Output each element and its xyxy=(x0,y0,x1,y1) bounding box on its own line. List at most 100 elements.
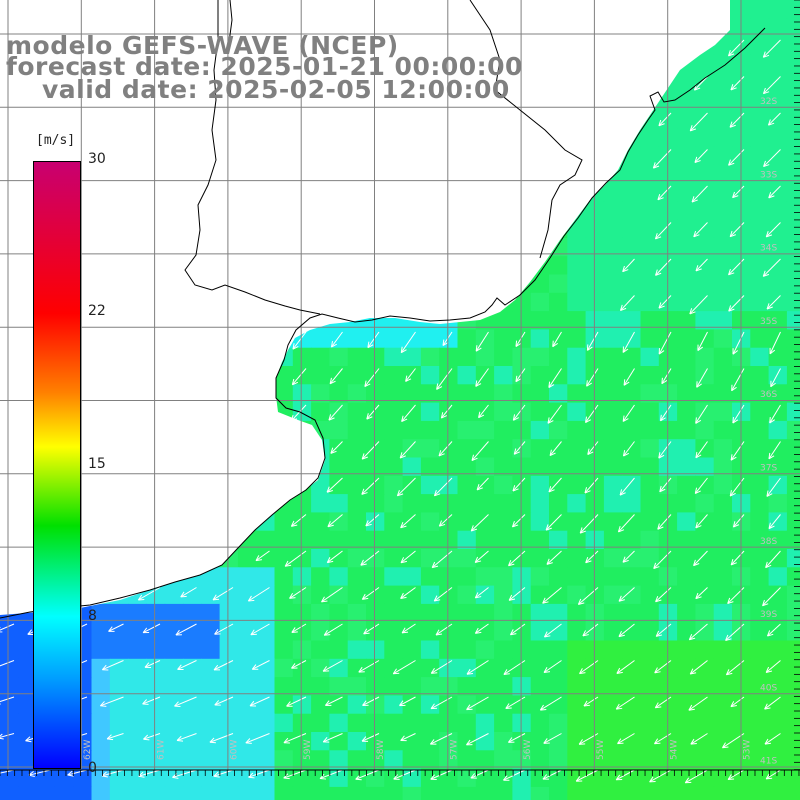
speed-cell xyxy=(366,530,385,550)
speed-cell xyxy=(420,603,440,623)
wind-arrow xyxy=(508,550,526,567)
speed-cell xyxy=(530,603,550,623)
wind-arrow xyxy=(399,441,416,459)
speed-cell xyxy=(622,622,641,641)
wind-arrow xyxy=(321,587,343,603)
speed-cell xyxy=(585,530,605,550)
speed-cell xyxy=(585,457,605,477)
speed-cell xyxy=(622,695,641,715)
speed-cell xyxy=(219,713,239,733)
wind-arrow xyxy=(689,295,708,315)
speed-cell xyxy=(164,585,184,605)
speed-cell xyxy=(457,457,477,477)
speed-cell xyxy=(347,366,367,385)
speed-cell xyxy=(457,732,477,751)
speed-cell xyxy=(384,603,404,623)
wind-arrow xyxy=(545,514,562,531)
speed-cell xyxy=(128,677,147,696)
wind-arrow xyxy=(694,477,708,494)
speed-cell xyxy=(695,183,715,202)
speed-cell xyxy=(603,549,623,568)
speed-cell xyxy=(347,622,367,641)
speed-cell xyxy=(201,768,221,788)
speed-cell xyxy=(713,73,733,92)
wind-arrow xyxy=(248,769,270,779)
speed-cell xyxy=(567,750,587,770)
wind-arrow xyxy=(326,477,343,493)
speed-cell xyxy=(146,622,166,641)
speed-cell xyxy=(329,457,349,477)
speed-cell xyxy=(73,622,92,641)
speed-cell xyxy=(530,274,550,294)
wind-arrow xyxy=(405,368,416,382)
speed-cell xyxy=(347,713,367,733)
wind-arrow xyxy=(474,623,489,634)
speed-cell xyxy=(512,549,532,568)
wind-arrow xyxy=(542,587,562,604)
wind-arrow xyxy=(693,222,708,238)
speed-cell xyxy=(201,677,221,696)
wind-arrow xyxy=(249,514,270,531)
wind-arrow xyxy=(430,660,453,674)
speed-cell xyxy=(677,91,696,111)
speed-cell xyxy=(695,494,715,513)
speed-cell xyxy=(164,713,184,733)
speed-cell xyxy=(768,622,788,641)
wind-arrow xyxy=(619,295,635,312)
speed-cell xyxy=(475,402,495,422)
speed-cell xyxy=(786,640,800,660)
speed-cell xyxy=(786,402,800,422)
speed-cell xyxy=(457,366,477,385)
speed-cell xyxy=(530,420,550,440)
speed-cell xyxy=(603,237,623,257)
speed-cell xyxy=(549,439,568,458)
speed-cell xyxy=(494,402,513,422)
wind-arrow xyxy=(616,660,635,674)
speed-cell xyxy=(36,658,56,678)
wind-arrow xyxy=(510,623,526,636)
speed-cell xyxy=(786,292,800,312)
speed-cell xyxy=(585,420,605,440)
speed-cell xyxy=(622,183,641,202)
speed-cell xyxy=(494,732,513,751)
speed-cell xyxy=(786,0,800,19)
speed-cell xyxy=(475,713,495,733)
wind-arrow xyxy=(366,404,380,420)
speed-cell xyxy=(494,420,513,440)
speed-cell xyxy=(677,256,696,275)
speed-cell xyxy=(603,183,623,202)
speed-cell xyxy=(603,567,623,587)
speed-cell xyxy=(256,585,275,605)
speed-cell xyxy=(329,384,349,404)
speed-cell xyxy=(549,622,568,641)
speed-cell xyxy=(786,457,800,477)
wind-arrow xyxy=(543,623,562,638)
speed-cell xyxy=(457,695,477,715)
speed-cell xyxy=(256,695,275,715)
speed-cell xyxy=(439,640,458,660)
speed-cell xyxy=(622,768,641,788)
wind-arrow xyxy=(100,696,124,707)
wind-arrow xyxy=(548,477,562,493)
speed-cell xyxy=(457,658,477,678)
speed-cell xyxy=(292,366,312,385)
speed-cell xyxy=(256,530,275,550)
speed-cell xyxy=(640,128,660,147)
speed-cell xyxy=(603,603,623,623)
speed-cell xyxy=(750,256,770,275)
speed-cell xyxy=(439,457,458,477)
speed-cell xyxy=(640,183,660,202)
speed-cell xyxy=(695,695,715,715)
speed-cell xyxy=(457,439,477,458)
wind-arrow xyxy=(474,587,489,599)
speed-cell xyxy=(402,585,422,605)
speed-cell xyxy=(640,732,660,751)
speed-cell xyxy=(713,91,733,111)
lon-label: 62W xyxy=(83,740,93,760)
speed-cell xyxy=(750,292,770,312)
wind-arrow xyxy=(360,550,380,566)
speed-cell xyxy=(750,128,770,147)
speed-cell xyxy=(494,366,513,385)
speed-cell xyxy=(347,347,367,367)
speed-cell xyxy=(695,530,715,550)
